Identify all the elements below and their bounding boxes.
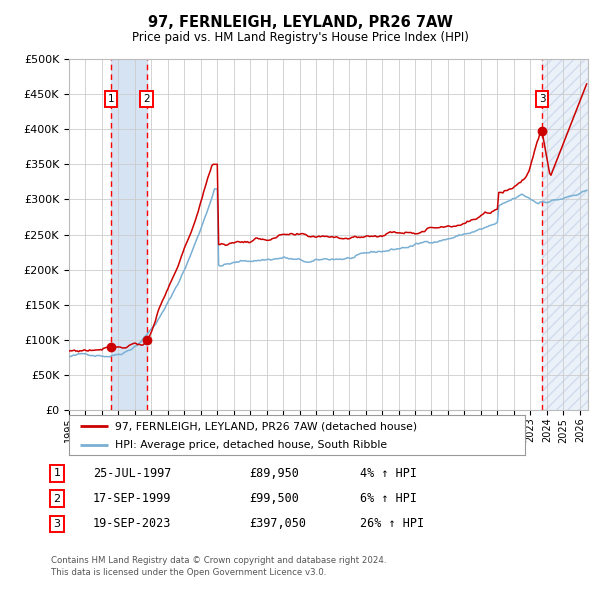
Text: This data is licensed under the Open Government Licence v3.0.: This data is licensed under the Open Gov…: [51, 568, 326, 577]
Text: 97, FERNLEIGH, LEYLAND, PR26 7AW (detached house): 97, FERNLEIGH, LEYLAND, PR26 7AW (detach…: [115, 421, 417, 431]
Bar: [111, 59, 146, 410]
Text: HPI: Average price, detached house, South Ribble: HPI: Average price, detached house, Sout…: [115, 440, 387, 450]
Text: Price paid vs. HM Land Registry's House Price Index (HPI): Price paid vs. HM Land Registry's House …: [131, 31, 469, 44]
Text: 1: 1: [108, 94, 115, 104]
Text: 3: 3: [53, 519, 61, 529]
Text: £397,050: £397,050: [249, 517, 306, 530]
Text: 3: 3: [539, 94, 545, 104]
Text: £99,500: £99,500: [249, 492, 299, 505]
Text: 26% ↑ HPI: 26% ↑ HPI: [360, 517, 424, 530]
Text: 1: 1: [53, 468, 61, 478]
Text: Contains HM Land Registry data © Crown copyright and database right 2024.: Contains HM Land Registry data © Crown c…: [51, 556, 386, 565]
Text: 2: 2: [143, 94, 150, 104]
Text: 2: 2: [53, 494, 61, 503]
Text: £89,950: £89,950: [249, 467, 299, 480]
Text: 97, FERNLEIGH, LEYLAND, PR26 7AW: 97, FERNLEIGH, LEYLAND, PR26 7AW: [148, 15, 452, 30]
Text: 4% ↑ HPI: 4% ↑ HPI: [360, 467, 417, 480]
Text: 25-JUL-1997: 25-JUL-1997: [93, 467, 172, 480]
Bar: [542, 59, 588, 410]
Text: 19-SEP-2023: 19-SEP-2023: [93, 517, 172, 530]
Text: 6% ↑ HPI: 6% ↑ HPI: [360, 492, 417, 505]
Text: 17-SEP-1999: 17-SEP-1999: [93, 492, 172, 505]
